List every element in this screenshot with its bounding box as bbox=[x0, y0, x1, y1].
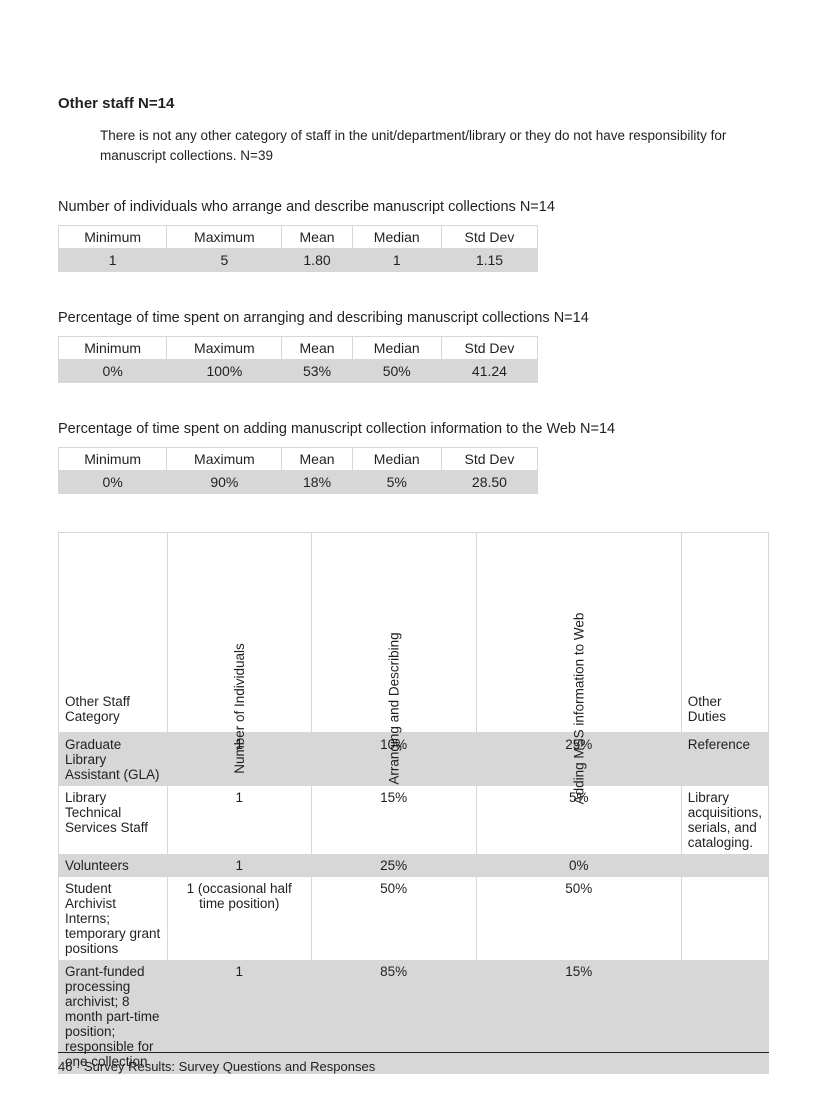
cell: 0% bbox=[59, 360, 167, 383]
table-header-row: Minimum Maximum Mean Median Std Dev bbox=[59, 448, 538, 471]
col-header: Mean bbox=[282, 337, 352, 360]
stat-block-0: Number of individuals who arrange and de… bbox=[58, 199, 769, 272]
col-header: Mean bbox=[282, 448, 352, 471]
cell-category: Library Technical Services Staff bbox=[59, 786, 168, 854]
table-header-row: Minimum Maximum Mean Median Std Dev bbox=[59, 337, 538, 360]
stat-block-1: Percentage of time spent on arranging an… bbox=[58, 310, 769, 383]
col-header: Maximum bbox=[167, 337, 282, 360]
cell-other: Reference bbox=[681, 733, 768, 787]
cell-arr: 25% bbox=[311, 854, 476, 877]
table-row: Graduate Library Assistant (GLA) 1 10% 2… bbox=[59, 733, 769, 787]
stat-table: Minimum Maximum Mean Median Std Dev 0% 9… bbox=[58, 447, 538, 494]
cell: 5% bbox=[352, 471, 441, 494]
stat-table: Minimum Maximum Mean Median Std Dev 1 5 … bbox=[58, 225, 538, 272]
col-header: Mean bbox=[282, 226, 352, 249]
cell: 41.24 bbox=[441, 360, 537, 383]
cell: 90% bbox=[167, 471, 282, 494]
col-header-category: Other Staff Category bbox=[59, 533, 168, 733]
col-header-arranging: Arranging and Describing bbox=[311, 533, 476, 733]
cell-num: 1 bbox=[167, 854, 311, 877]
cell: 1 bbox=[352, 249, 441, 272]
cell: 100% bbox=[167, 360, 282, 383]
table-row: Volunteers 1 25% 0% bbox=[59, 854, 769, 877]
cell: 18% bbox=[282, 471, 352, 494]
page-footer: 46 · Survey Results: Survey Questions an… bbox=[58, 1052, 769, 1074]
stat-caption: Percentage of time spent on adding manus… bbox=[58, 421, 769, 437]
col-header: Minimum bbox=[59, 448, 167, 471]
cell: 0% bbox=[59, 471, 167, 494]
cell-add: 50% bbox=[476, 877, 681, 960]
cell-category: Graduate Library Assistant (GLA) bbox=[59, 733, 168, 787]
col-header: Std Dev bbox=[441, 226, 537, 249]
cell: 1 bbox=[59, 249, 167, 272]
table-header-row: Minimum Maximum Mean Median Std Dev bbox=[59, 226, 538, 249]
cell-arr: 50% bbox=[311, 877, 476, 960]
note-text: There is not any other category of staff… bbox=[100, 126, 740, 165]
col-header: Minimum bbox=[59, 337, 167, 360]
cell: 28.50 bbox=[441, 471, 537, 494]
table-row: Library Technical Services Staff 1 15% 5… bbox=[59, 786, 769, 854]
col-header: Median bbox=[352, 226, 441, 249]
cell: 1.80 bbox=[282, 249, 352, 272]
col-header: Std Dev bbox=[441, 337, 537, 360]
cell-add: 0% bbox=[476, 854, 681, 877]
col-header-other: Other Duties bbox=[681, 533, 768, 733]
col-header: Minimum bbox=[59, 226, 167, 249]
cell: 5 bbox=[167, 249, 282, 272]
table-row: 0% 100% 53% 50% 41.24 bbox=[59, 360, 538, 383]
cell: 1.15 bbox=[441, 249, 537, 272]
col-header: Median bbox=[352, 448, 441, 471]
main-table: Other Staff Category Number of Individua… bbox=[58, 532, 769, 1074]
cell: 50% bbox=[352, 360, 441, 383]
col-header: Median bbox=[352, 337, 441, 360]
table-row: Student Archivist Interns; temporary gra… bbox=[59, 877, 769, 960]
cell-num: 1 bbox=[167, 786, 311, 854]
cell-other bbox=[681, 854, 768, 877]
cell-category: Student Archivist Interns; temporary gra… bbox=[59, 877, 168, 960]
cell-num: 1 (occasional half time position) bbox=[167, 877, 311, 960]
cell: 53% bbox=[282, 360, 352, 383]
stat-table: Minimum Maximum Mean Median Std Dev 0% 1… bbox=[58, 336, 538, 383]
cell-arr: 15% bbox=[311, 786, 476, 854]
stat-caption: Percentage of time spent on arranging an… bbox=[58, 310, 769, 326]
table-header-row: Other Staff Category Number of Individua… bbox=[59, 533, 769, 733]
cell-other: Library acquisitions, serials, and catal… bbox=[681, 786, 768, 854]
col-header-adding: Adding MSS information to Web bbox=[476, 533, 681, 733]
col-header: Maximum bbox=[167, 448, 282, 471]
table-row: 0% 90% 18% 5% 28.50 bbox=[59, 471, 538, 494]
stat-block-2: Percentage of time spent on adding manus… bbox=[58, 421, 769, 494]
cell-other bbox=[681, 877, 768, 960]
cell-category: Volunteers bbox=[59, 854, 168, 877]
table-row: 1 5 1.80 1 1.15 bbox=[59, 249, 538, 272]
section-heading: Other staff N=14 bbox=[58, 95, 769, 112]
col-header-num: Number of Individuals bbox=[167, 533, 311, 733]
col-header: Std Dev bbox=[441, 448, 537, 471]
stat-caption: Number of individuals who arrange and de… bbox=[58, 199, 769, 215]
col-header: Maximum bbox=[167, 226, 282, 249]
